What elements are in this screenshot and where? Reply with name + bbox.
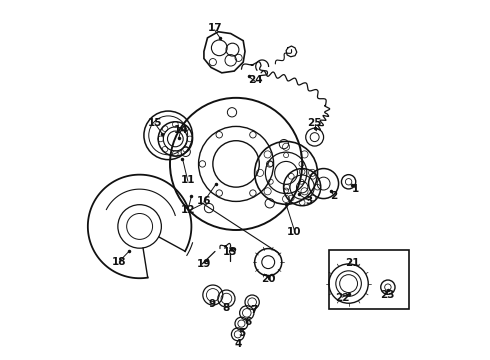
- Text: 8: 8: [223, 303, 230, 313]
- Bar: [329, 249, 409, 309]
- Text: 22: 22: [335, 293, 349, 303]
- Text: 12: 12: [181, 205, 195, 215]
- Text: 15: 15: [147, 118, 162, 128]
- Text: 2: 2: [330, 191, 337, 201]
- Text: 20: 20: [261, 274, 275, 284]
- Text: 3: 3: [305, 197, 312, 206]
- Text: 14: 14: [173, 125, 188, 135]
- Text: 11: 11: [181, 175, 195, 185]
- Text: 10: 10: [287, 227, 301, 237]
- Text: 1: 1: [352, 184, 359, 194]
- Text: 24: 24: [248, 75, 263, 85]
- Text: 17: 17: [207, 23, 222, 33]
- Text: 21: 21: [345, 258, 360, 268]
- Text: 18: 18: [112, 257, 126, 267]
- Text: 25: 25: [307, 118, 322, 128]
- Text: 7: 7: [250, 305, 257, 315]
- Text: 9: 9: [209, 299, 216, 309]
- Text: 23: 23: [380, 290, 394, 300]
- Text: 5: 5: [239, 328, 246, 338]
- Text: 16: 16: [196, 197, 211, 206]
- Text: 19: 19: [196, 259, 211, 269]
- Text: 4: 4: [234, 339, 242, 348]
- Text: 13: 13: [223, 247, 237, 257]
- Text: 6: 6: [244, 317, 251, 327]
